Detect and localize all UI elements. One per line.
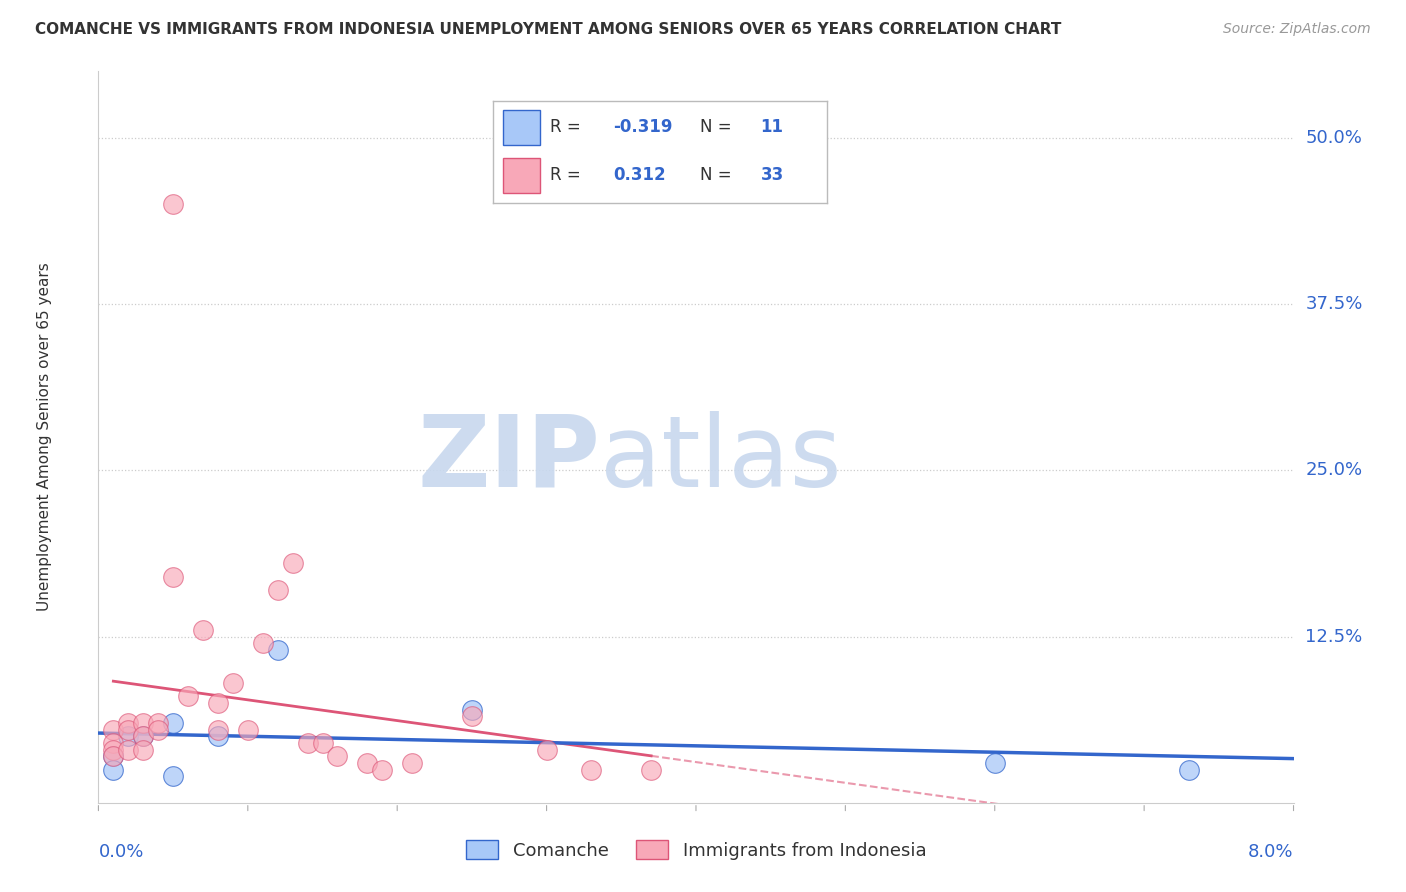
Point <box>132 716 155 731</box>
Point <box>117 723 139 737</box>
Text: 25.0%: 25.0% <box>1306 461 1362 479</box>
Text: 8.0%: 8.0% <box>1249 843 1294 861</box>
Point <box>281 557 304 571</box>
Text: 12.5%: 12.5% <box>1306 628 1362 646</box>
Point <box>1178 763 1201 777</box>
Point <box>103 742 125 756</box>
Text: ZIP: ZIP <box>418 410 600 508</box>
Point <box>148 716 170 731</box>
Point <box>536 742 558 756</box>
Point <box>461 709 484 723</box>
Point <box>207 696 229 710</box>
Point <box>461 703 484 717</box>
Point <box>103 749 125 764</box>
Point <box>311 736 333 750</box>
Point <box>267 643 290 657</box>
Point <box>103 736 125 750</box>
Point <box>207 729 229 743</box>
Point <box>267 582 290 597</box>
Text: atlas: atlas <box>600 410 842 508</box>
Legend: Comanche, Immigrants from Indonesia: Comanche, Immigrants from Indonesia <box>458 833 934 867</box>
Point <box>132 729 155 743</box>
Point <box>236 723 259 737</box>
Text: 37.5%: 37.5% <box>1306 295 1362 313</box>
Point <box>356 756 378 770</box>
Point <box>191 623 214 637</box>
Point <box>371 763 394 777</box>
Point <box>117 729 139 743</box>
Point <box>640 763 662 777</box>
Point <box>177 690 200 704</box>
Point <box>148 723 170 737</box>
Point <box>162 716 184 731</box>
Text: Source: ZipAtlas.com: Source: ZipAtlas.com <box>1223 22 1371 37</box>
Point <box>401 756 423 770</box>
Text: Unemployment Among Seniors over 65 years: Unemployment Among Seniors over 65 years <box>37 263 52 611</box>
Point <box>581 763 603 777</box>
Point <box>117 742 139 756</box>
Point <box>326 749 349 764</box>
Point <box>162 570 184 584</box>
Point <box>297 736 319 750</box>
Point <box>117 716 139 731</box>
Point <box>222 676 245 690</box>
Text: 50.0%: 50.0% <box>1306 128 1362 147</box>
Point <box>162 769 184 783</box>
Point <box>132 729 155 743</box>
Point <box>984 756 1007 770</box>
Point <box>252 636 274 650</box>
Point <box>162 197 184 211</box>
Text: COMANCHE VS IMMIGRANTS FROM INDONESIA UNEMPLOYMENT AMONG SENIORS OVER 65 YEARS C: COMANCHE VS IMMIGRANTS FROM INDONESIA UN… <box>35 22 1062 37</box>
Text: 0.0%: 0.0% <box>98 843 143 861</box>
Point <box>103 749 125 764</box>
Point <box>207 723 229 737</box>
Point <box>132 742 155 756</box>
Point <box>103 723 125 737</box>
Point <box>103 763 125 777</box>
